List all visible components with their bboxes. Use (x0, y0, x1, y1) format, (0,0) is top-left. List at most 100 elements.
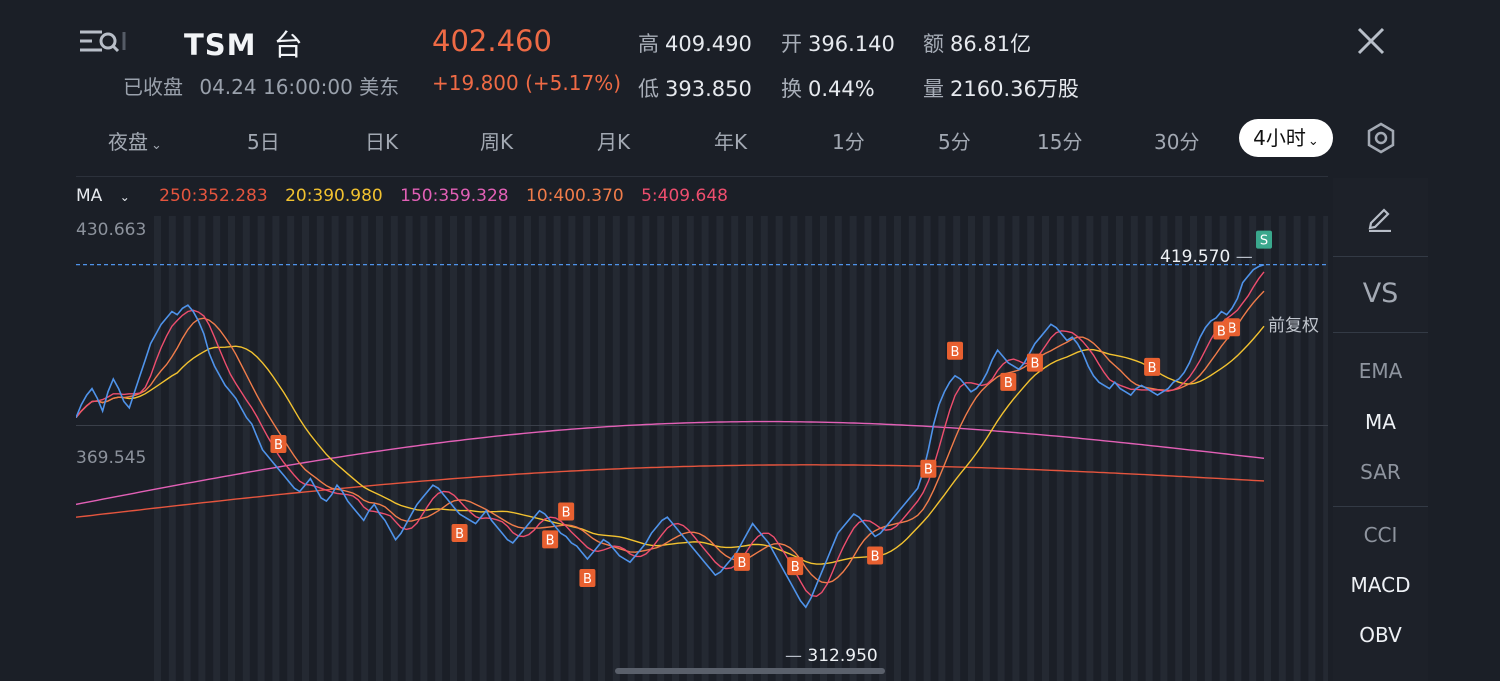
session-band (1293, 216, 1301, 681)
tab-15min[interactable]: 15分 (1037, 130, 1083, 154)
stat-high: 高 409.490 (638, 32, 752, 56)
session-band (672, 216, 679, 681)
session-band (849, 216, 857, 681)
indicator-panel: VS EMA MA SAR CCI MACD OBV (1333, 178, 1428, 681)
session-band (1145, 216, 1153, 681)
buy-marker[interactable]: B (542, 530, 559, 549)
session-band (1323, 216, 1328, 681)
buy-marker[interactable]: B (451, 523, 468, 542)
indicator-macd[interactable]: MACD (1350, 573, 1411, 597)
last-price: 402.460 (432, 24, 552, 58)
session-band (316, 216, 324, 681)
market-status: 已收盘 04.24 16:00:00 美东 (123, 71, 399, 100)
session-band (1190, 216, 1197, 681)
session-band (509, 216, 517, 681)
tab-yearly-k[interactable]: 年K (714, 130, 748, 154)
svg-text:B: B (1217, 324, 1226, 339)
ticker-symbol: TSM 台 (184, 28, 304, 62)
indicator-cci[interactable]: CCI (1363, 523, 1398, 547)
session-band (1116, 216, 1123, 681)
session-band (760, 216, 768, 681)
session-band (686, 216, 694, 681)
svg-text:B: B (871, 549, 880, 564)
svg-text:B: B (1148, 361, 1157, 376)
pencil-icon[interactable] (1365, 202, 1395, 232)
close-price-series (76, 263, 1265, 609)
tab-30min[interactable]: 30分 (1154, 130, 1200, 154)
ma-selector[interactable]: MA ⌄ (76, 186, 130, 206)
session-band (346, 216, 354, 681)
session-band (1086, 216, 1094, 681)
buy-marker[interactable]: B (787, 557, 804, 576)
buy-marker[interactable]: B (1213, 321, 1230, 340)
session-band (1012, 216, 1020, 681)
buy-marker[interactable]: B (270, 434, 287, 453)
session-band (553, 216, 561, 681)
close-icon[interactable] (1354, 24, 1388, 58)
tab-night-session[interactable]: 夜盘 ⌄ (108, 130, 162, 154)
tab-5min[interactable]: 5分 (938, 130, 971, 154)
session-band (302, 216, 309, 681)
quote-datetime: 04.24 16:00:00 美东 (199, 75, 400, 99)
stat-turnover-amount: 额 86.81亿 (923, 32, 1032, 56)
buy-marker[interactable]: B (920, 459, 937, 478)
indicator-vs[interactable]: VS (1362, 278, 1399, 309)
sell-marker[interactable]: S (1256, 230, 1272, 249)
adjustment-label[interactable]: 前复权 (1268, 316, 1319, 336)
buy-marker[interactable]: B (1144, 357, 1161, 376)
session-band (450, 216, 457, 681)
session-band (464, 216, 472, 681)
buy-marker[interactable]: B (733, 552, 750, 571)
indicator-ema[interactable]: EMA (1358, 359, 1403, 383)
session-band (524, 216, 531, 681)
chart-divider (76, 176, 1328, 177)
buy-marker[interactable]: B (558, 502, 575, 521)
session-band (568, 216, 576, 681)
menu-search-icon[interactable] (78, 26, 128, 56)
session-band (583, 216, 591, 681)
status-text: 已收盘 (123, 75, 183, 99)
tab-monthly-k[interactable]: 月K (597, 130, 631, 154)
ma-20-line (76, 325, 1265, 565)
session-band (331, 216, 339, 681)
ma-10-value: 10:400.370 (526, 186, 624, 206)
session-band (168, 216, 176, 681)
buy-marker[interactable]: B (947, 341, 964, 360)
tab-5day[interactable]: 5日 (247, 130, 280, 154)
session-band (1027, 216, 1035, 681)
ma-legend: MA ⌄ 250:352.283 20:390.980 150:359.328 … (76, 186, 740, 206)
buy-marker[interactable]: B (867, 546, 884, 565)
buy-marker[interactable]: B (1000, 372, 1017, 391)
svg-text:B: B (583, 572, 592, 587)
session-band (598, 216, 605, 681)
svg-text:B: B (951, 345, 960, 360)
session-band (1234, 216, 1242, 681)
indicator-ma[interactable]: MA (1365, 410, 1396, 434)
indicator-obv[interactable]: OBV (1359, 623, 1402, 647)
buy-marker[interactable]: B (1026, 353, 1043, 372)
period-low-label: — 312.950 (785, 646, 878, 666)
chevron-down-icon: ⌄ (151, 138, 162, 153)
session-band (257, 216, 265, 681)
session-band (790, 216, 798, 681)
buy-marker[interactable]: B (579, 568, 596, 587)
tab-daily-k[interactable]: 日K (365, 130, 399, 154)
market-badge: 台 (273, 28, 304, 62)
gear-icon[interactable] (1364, 121, 1398, 155)
session-band (968, 216, 975, 681)
session-band (154, 216, 161, 681)
indicator-sar[interactable]: SAR (1360, 460, 1401, 484)
tab-4hour[interactable]: 4小时 ⌄ (1239, 119, 1333, 157)
svg-text:B: B (1004, 376, 1013, 391)
session-band (1308, 216, 1316, 681)
chart-scrollbar[interactable] (615, 668, 885, 674)
stat-low: 低 393.850 (638, 77, 752, 101)
session-band (213, 216, 221, 681)
tab-weekly-k[interactable]: 周K (480, 130, 514, 154)
session-band (494, 216, 502, 681)
session-band (746, 216, 753, 681)
ma-10-line (76, 290, 1265, 584)
svg-text:B: B (1228, 321, 1237, 336)
tab-1min[interactable]: 1分 (832, 130, 865, 154)
